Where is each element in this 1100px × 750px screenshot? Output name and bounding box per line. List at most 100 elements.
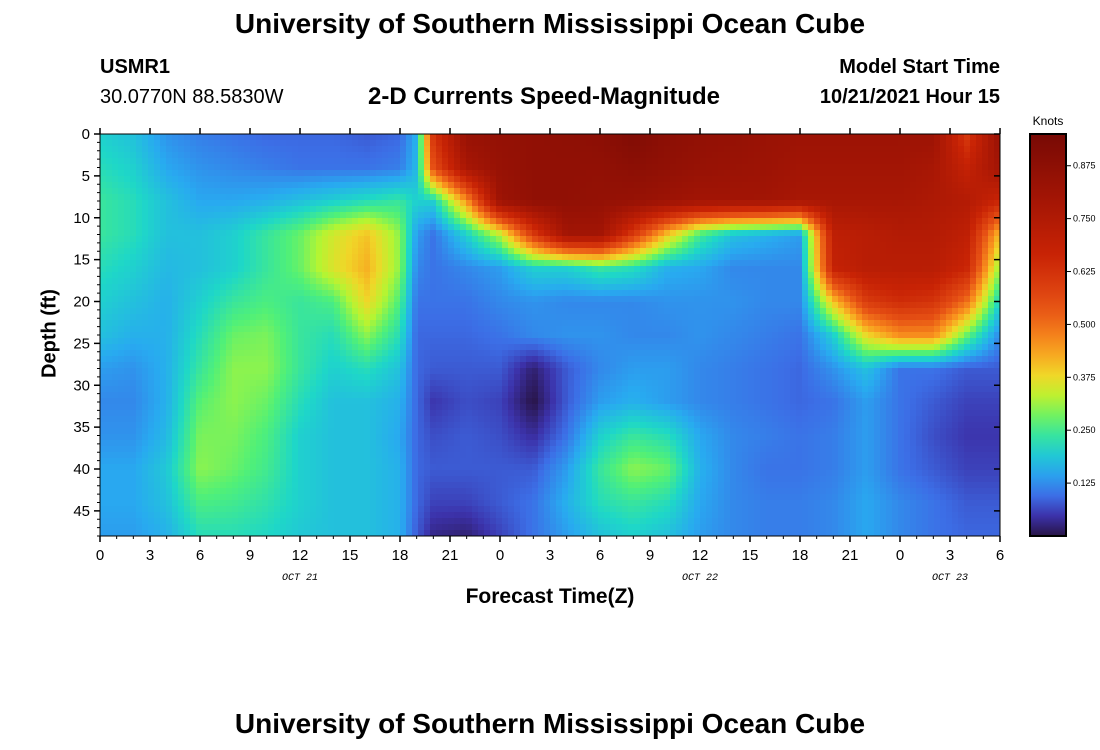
heatmap-cell (910, 296, 917, 303)
heatmap-cell (340, 278, 347, 285)
heatmap-cell (112, 248, 119, 255)
heatmap-cell (466, 248, 473, 255)
heatmap-cell (352, 146, 359, 153)
heatmap-cell (784, 326, 791, 333)
heatmap-cell (592, 266, 599, 273)
heatmap-cell (838, 134, 845, 141)
heatmap-cell (454, 290, 461, 297)
heatmap-cell (874, 308, 881, 315)
heatmap-cell (232, 248, 239, 255)
heatmap-cell (124, 146, 131, 153)
heatmap-cell (340, 266, 347, 273)
heatmap-cell (886, 224, 893, 231)
heatmap-cell (118, 254, 125, 261)
heatmap-cell (700, 176, 707, 183)
heatmap-cell (226, 236, 233, 243)
heatmap-cell (778, 206, 785, 213)
heatmap-cell (478, 242, 485, 249)
heatmap-cell (106, 188, 113, 195)
heatmap-cell (352, 212, 359, 219)
heatmap-cell (550, 260, 557, 267)
heatmap-cell (484, 320, 491, 327)
heatmap-cell (898, 326, 905, 333)
heatmap-cell (178, 242, 185, 249)
heatmap-cell (496, 206, 503, 213)
heatmap-cell (514, 230, 521, 237)
heatmap-cell (592, 260, 599, 267)
heatmap-cell (640, 296, 647, 303)
heatmap-cell (376, 212, 383, 219)
heatmap-cell (538, 278, 545, 285)
heatmap-cell (760, 308, 767, 315)
heatmap-cell (700, 194, 707, 201)
heatmap-cell (754, 206, 761, 213)
heatmap-cell (406, 314, 413, 321)
heatmap-cell (250, 272, 257, 279)
heatmap-cell (448, 296, 455, 303)
heatmap-cell (610, 146, 617, 153)
heatmap-cell (232, 188, 239, 195)
heatmap-cell (514, 212, 521, 219)
heatmap-cell (940, 134, 947, 141)
heatmap-cell (592, 320, 599, 327)
heatmap-cell (658, 266, 665, 273)
heatmap-cell (334, 260, 341, 267)
heatmap-cell (232, 278, 239, 285)
heatmap-cell (976, 248, 983, 255)
heatmap-cell (940, 260, 947, 267)
heatmap-cell (910, 320, 917, 327)
heatmap-cell (994, 152, 1000, 159)
heatmap-cell (634, 152, 641, 159)
heatmap-cell (280, 224, 287, 231)
heatmap-cell (958, 158, 965, 165)
heatmap-cell (994, 200, 1000, 207)
heatmap-cell (244, 200, 251, 207)
heatmap-cell (520, 314, 527, 321)
heatmap-cell (214, 152, 221, 159)
heatmap-cell (400, 146, 407, 153)
heatmap-cell (460, 278, 467, 285)
heatmap-cell (886, 314, 893, 321)
heatmap-cell (634, 146, 641, 153)
heatmap-cell (184, 308, 191, 315)
heatmap-cell (568, 326, 575, 333)
heatmap-cell (154, 254, 161, 261)
heatmap-cell (784, 302, 791, 309)
heatmap-cell (646, 152, 653, 159)
heatmap-cell (616, 242, 623, 249)
heatmap-cell (826, 266, 833, 273)
heatmap-cell (814, 200, 821, 207)
heatmap-cell (394, 284, 401, 291)
heatmap-cell (406, 308, 413, 315)
heatmap-cell (670, 170, 677, 177)
heatmap-cell (502, 308, 509, 315)
heatmap-cell (460, 146, 467, 153)
heatmap-cell (568, 320, 575, 327)
heatmap-cell (634, 158, 641, 165)
heatmap-cell (994, 134, 1000, 141)
heatmap-cell (598, 242, 605, 249)
heatmap-cell (814, 278, 821, 285)
heatmap-cell (994, 314, 1000, 321)
heatmap-cell (748, 194, 755, 201)
heatmap-cell (520, 152, 527, 159)
heatmap-cell (724, 290, 731, 297)
heatmap-cell (808, 314, 815, 321)
heatmap-cell (148, 302, 155, 309)
heatmap-cell (712, 272, 719, 279)
heatmap-cell (124, 164, 131, 171)
heatmap-cell (214, 290, 221, 297)
heatmap-cell (112, 266, 119, 273)
heatmap-cell (652, 308, 659, 315)
heatmap-cell (274, 140, 281, 147)
heatmap-cell (346, 290, 353, 297)
heatmap-cell (364, 278, 371, 285)
heatmap-cell (598, 158, 605, 165)
heatmap-cell (466, 326, 473, 333)
heatmap-cell (184, 218, 191, 225)
heatmap-cell (316, 212, 323, 219)
heatmap-cell (550, 290, 557, 297)
heatmap-cell (718, 176, 725, 183)
heatmap-cell (934, 326, 941, 333)
heatmap-cell (406, 302, 413, 309)
